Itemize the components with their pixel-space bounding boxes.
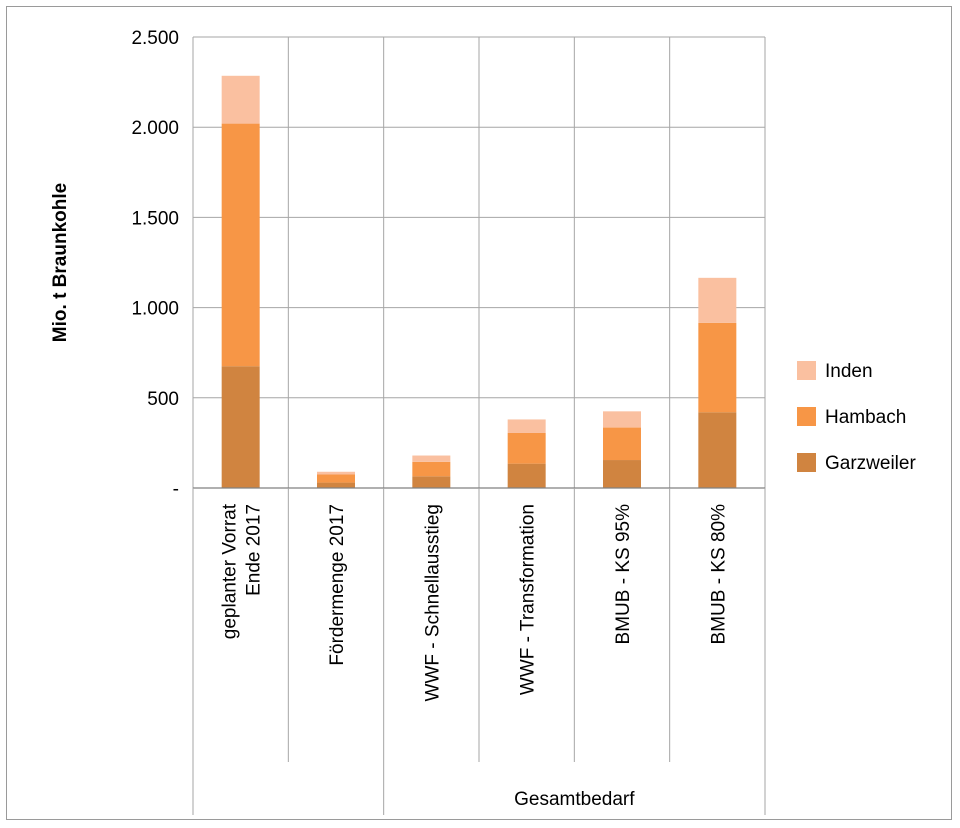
- bar-segment-hambach: [507, 432, 546, 464]
- bars: [221, 75, 737, 488]
- bar-segment-garzweiler: [412, 476, 451, 488]
- legend: Inden Hambach Garzweiler: [797, 361, 916, 474]
- y-axis-label: Mio. t Braunkohle: [50, 183, 71, 342]
- bar-segment-hambach: [698, 322, 737, 413]
- y-tick-label: 2.000: [131, 118, 179, 139]
- category-label: Fördermenge 2017: [327, 504, 348, 666]
- bar-segment-hambach: [221, 123, 260, 367]
- bar-segment-inden: [698, 277, 737, 323]
- bar-segment-inden: [412, 455, 451, 462]
- bar-segment-garzweiler: [507, 463, 546, 488]
- category-label: WWF - Transformation: [518, 504, 539, 695]
- legend-label: Hambach: [825, 407, 906, 428]
- bar-segment-garzweiler: [603, 460, 641, 488]
- y-tick-label: 500: [147, 389, 179, 410]
- y-tick-label: 2.500: [131, 28, 179, 49]
- legend-label: Inden: [825, 361, 873, 382]
- bar-segment-hambach: [317, 474, 355, 483]
- bar-segment-inden: [603, 411, 641, 428]
- bar-segment-inden: [317, 471, 355, 475]
- y-tick-labels: - 500 1.000 1.500 2.000 2.500: [131, 28, 179, 500]
- bar-segment-garzweiler: [698, 412, 737, 488]
- category-label: BMUB - KS 95%: [613, 504, 634, 645]
- bar-segment-inden: [507, 419, 546, 433]
- grid-lines: [192, 36, 766, 488]
- legend-label: Garzweiler: [825, 453, 916, 474]
- category-label: BMUB - KS 80%: [708, 504, 729, 645]
- legend-swatch-garzweiler: [797, 453, 816, 472]
- bar-segment-garzweiler: [317, 482, 355, 488]
- bar-segment-garzweiler: [221, 366, 260, 488]
- axes: [192, 487, 766, 815]
- category-label: geplanter Vorrat: [220, 503, 241, 639]
- legend-swatch-hambach: [797, 407, 816, 426]
- category-label: WWF - Schnellausstieg: [422, 504, 443, 701]
- bar-segment-hambach: [603, 427, 641, 461]
- y-tick-label: 1.500: [131, 208, 179, 229]
- legend-swatch-inden: [797, 361, 816, 380]
- y-tick-label: -: [173, 479, 179, 500]
- bar-segment-hambach: [412, 461, 451, 477]
- bar-segment-inden: [221, 75, 260, 124]
- category-label: Ende 2017: [244, 504, 265, 596]
- y-tick-label: 1.000: [131, 299, 179, 320]
- group-label: Gesamtbedarf: [514, 789, 635, 810]
- category-labels: geplanter Vorrat Ende 2017 Fördermenge 201…: [220, 503, 730, 701]
